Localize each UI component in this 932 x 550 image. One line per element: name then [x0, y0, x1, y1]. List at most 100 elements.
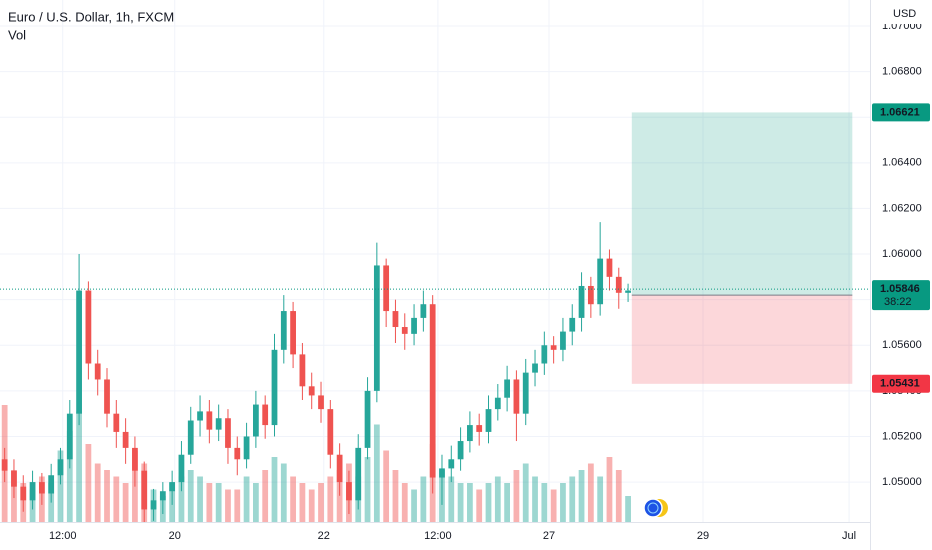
candle-body: [122, 431, 129, 448]
volume-bar: [113, 476, 120, 522]
price-badge: [872, 374, 930, 393]
candle-body: [346, 482, 352, 501]
candle-body: [550, 345, 557, 350]
candle-body: [290, 311, 296, 355]
volume-bar: [243, 476, 250, 522]
x-tick-label: Jul: [842, 530, 856, 542]
volume-bar: [392, 470, 399, 522]
candle-body: [48, 475, 55, 494]
candle-body: [578, 285, 585, 318]
last-price-badge: [872, 280, 930, 311]
volume-bar: [262, 470, 269, 522]
volume-bar: [85, 444, 92, 522]
volume-bar: [522, 463, 529, 522]
candle-body: [615, 276, 622, 293]
candle-body: [625, 290, 631, 293]
volume-indicator-label: Vol: [8, 27, 26, 42]
x-tick-label: 29: [697, 530, 709, 542]
volume-bar: [448, 476, 455, 522]
candle-body: [364, 390, 371, 448]
candle-body: [104, 379, 110, 414]
volume-bar: [597, 476, 604, 522]
volume-bar: [225, 489, 231, 522]
x-tick-label: 12:00: [424, 530, 452, 542]
candle-body: [20, 486, 27, 501]
candle-body: [280, 311, 287, 350]
candle-body: [383, 265, 390, 312]
volume-bar: [57, 450, 64, 522]
candle-body: [457, 441, 464, 460]
y-tick-label: 1.06000: [882, 248, 922, 260]
volume-bar: [318, 483, 324, 522]
candle-body: [187, 420, 194, 455]
volume-bar: [578, 470, 585, 522]
volume-bar: [401, 483, 408, 522]
volume-bar: [569, 476, 576, 522]
volume-bar: [541, 483, 548, 522]
volume-bar: [187, 470, 194, 522]
logo-globe: [643, 498, 663, 518]
volume-bar: [336, 470, 343, 522]
volume-bar: [76, 411, 82, 522]
volume-bar: [215, 483, 222, 522]
candle-body: [308, 386, 315, 396]
volume-bar: [513, 470, 520, 522]
candle-body: [504, 379, 510, 398]
volume-bar: [364, 457, 371, 522]
candle-body: [429, 304, 436, 478]
volume-bar: [532, 476, 538, 522]
candle-body: [132, 447, 138, 471]
volume-bar: [327, 476, 334, 522]
candle-body: [439, 468, 445, 478]
candle-body: [38, 482, 45, 494]
currency-label: USD: [893, 8, 916, 20]
y-tick-label: 1.06200: [882, 202, 922, 214]
y-tick-label: 1.05200: [882, 430, 922, 442]
volume-bar: [234, 489, 241, 522]
candle-body: [76, 290, 82, 414]
candle-body: [411, 317, 417, 334]
volume-bar: [457, 483, 464, 522]
volume-bar: [280, 463, 287, 522]
candle-body: [597, 258, 604, 305]
candle-body: [141, 470, 148, 510]
countdown-label: 38:22: [884, 296, 912, 308]
candle-body: [587, 285, 594, 305]
volume-bar: [504, 483, 510, 522]
candle-body: [373, 265, 380, 391]
candle-body: [215, 418, 222, 430]
candle-body: [532, 363, 538, 373]
volume-bar: [271, 457, 278, 522]
volume-bar: [550, 489, 557, 522]
candle-body: [513, 379, 520, 414]
price-badge-label: 1.06621: [880, 106, 920, 118]
candle-body: [113, 413, 120, 432]
volume-bar: [420, 476, 427, 522]
candle-body: [467, 425, 473, 442]
profit-zone: [631, 112, 853, 296]
candle-body: [169, 482, 176, 492]
y-tick-label: 1.05600: [882, 339, 922, 351]
last-price-label: 1.05846: [880, 283, 920, 295]
candle-body: [401, 327, 408, 334]
x-tick-label: 20: [169, 530, 181, 542]
currency-backdrop: [872, 4, 930, 24]
candle-body: [541, 345, 548, 364]
symbol-title: Euro / U.S. Dollar, 1h, FXCM: [8, 9, 174, 24]
candle-body: [11, 470, 17, 487]
candle-body: [271, 349, 278, 426]
candle-body: [1, 459, 8, 471]
y-tick-label: 1.05000: [882, 476, 922, 488]
x-tick-label: 22: [318, 530, 330, 542]
candle-body: [150, 500, 157, 510]
volume-bar: [206, 483, 213, 522]
candle-body: [569, 317, 576, 332]
volume-bar: [373, 424, 380, 522]
volume-bar: [467, 483, 473, 522]
volume-bar: [308, 489, 315, 522]
volume-bar: [625, 496, 631, 522]
volume-bar: [104, 470, 110, 522]
candle-body: [392, 311, 399, 328]
x-tick-label: 12:00: [49, 530, 77, 542]
